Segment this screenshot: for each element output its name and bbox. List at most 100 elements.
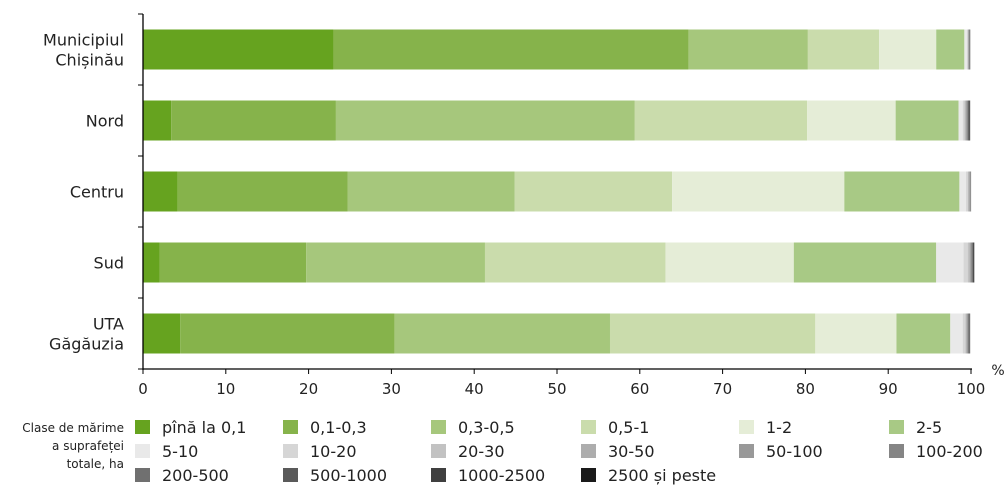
bar-segment: [807, 29, 880, 70]
legend-swatch: [431, 444, 446, 458]
bar-segment: [936, 29, 965, 70]
legend-label: 0,1-0,3: [310, 418, 367, 437]
bar-segment: [969, 29, 970, 70]
bar-segment: [394, 313, 610, 354]
category-label: UTA: [93, 315, 124, 334]
x-tick-label: 40: [465, 380, 484, 398]
category-label: Nord: [86, 112, 124, 131]
legend-swatch: [581, 444, 596, 458]
bar-segment: [967, 171, 969, 212]
legend-label: 50-100: [766, 442, 823, 461]
x-tick-label: 60: [630, 380, 649, 398]
bar-segment: [966, 100, 968, 141]
bar-segment: [968, 29, 970, 70]
legend-swatch: [283, 420, 298, 434]
bar-segment: [793, 242, 937, 283]
legend-title: Clase de mărime: [22, 421, 124, 435]
bar-segment: [971, 242, 973, 283]
legend-swatch: [135, 468, 150, 482]
legend-swatch: [431, 468, 446, 482]
legend-swatch: [889, 444, 904, 458]
bar-segment: [971, 242, 972, 283]
legend-swatch: [431, 420, 446, 434]
bar-segment: [180, 313, 395, 354]
bar-segment: [968, 313, 970, 354]
legend-label: 200-500: [162, 466, 229, 485]
bar-segment: [333, 29, 689, 70]
bar-segment: [159, 242, 307, 283]
legend-swatch: [283, 444, 298, 458]
legend-title: a suprafeței: [52, 439, 124, 453]
bar-segment: [143, 171, 178, 212]
x-tick-label: 100: [957, 380, 986, 398]
x-unit-label: %: [991, 363, 1004, 379]
bar-segment: [171, 100, 336, 141]
x-tick-label: 50: [547, 380, 566, 398]
bar-segment: [962, 100, 965, 141]
bar-segment: [177, 171, 348, 212]
legend-swatch: [283, 468, 298, 482]
bar-segment: [958, 100, 963, 141]
legend-label: 500-1000: [310, 466, 387, 485]
category-label: Găgăuzia: [49, 335, 124, 354]
bar-segment: [967, 313, 969, 354]
bar-segment: [969, 29, 971, 70]
bar-segment: [484, 242, 666, 283]
bar-segment: [634, 100, 808, 141]
bar-segment: [963, 242, 968, 283]
bar-segment: [306, 242, 485, 283]
bar-segment: [966, 313, 968, 354]
bar-segment: [143, 100, 172, 141]
x-tick-label: 10: [216, 380, 235, 398]
legend-swatch: [581, 468, 596, 482]
bar-segment: [936, 242, 964, 283]
bar-segment: [966, 313, 967, 354]
bar-segment: [143, 313, 181, 354]
bar-segment: [970, 242, 971, 283]
bar-segment: [964, 100, 966, 141]
x-tick-label: 0: [138, 380, 148, 398]
bar-segment: [967, 242, 970, 283]
bar-segment: [966, 29, 968, 70]
category-label: Centru: [70, 183, 124, 202]
x-tick-label: 30: [382, 380, 401, 398]
bar-segment: [964, 29, 967, 70]
bar-segment: [347, 171, 515, 212]
bar-segment: [665, 242, 794, 283]
category-label: Sud: [94, 254, 124, 273]
legend-swatch: [135, 420, 150, 434]
bar-segment: [879, 29, 937, 70]
legend-swatch: [581, 420, 596, 434]
bar-segment: [969, 313, 971, 354]
bar-segment: [967, 29, 969, 70]
bar-segment: [968, 100, 970, 141]
bar-segment: [514, 171, 673, 212]
category-label: Chișinău: [55, 51, 124, 70]
bar-segment: [143, 242, 160, 283]
legend-label: 2-5: [916, 418, 942, 437]
bar-segment: [965, 313, 967, 354]
legend-label: pînă la 0,1: [162, 418, 246, 437]
category-label: Municipiul: [43, 31, 124, 50]
bar-segment: [895, 100, 959, 141]
legend-label: 0,3-0,5: [458, 418, 515, 437]
x-tick-label: 80: [796, 380, 815, 398]
legend-label: 1000-2500: [458, 466, 545, 485]
legend-swatch: [889, 420, 904, 434]
bar-segment: [973, 242, 975, 283]
bar-segment: [609, 313, 816, 354]
x-tick-label: 20: [299, 380, 318, 398]
bar-segment: [335, 100, 635, 141]
legend-swatch: [739, 444, 754, 458]
bar-segment: [968, 29, 969, 70]
legend-swatch: [739, 420, 754, 434]
legend-label: 2500 și peste: [608, 466, 716, 485]
bar-segment: [969, 171, 971, 212]
x-tick-label: 90: [879, 380, 898, 398]
bar-segment: [966, 171, 968, 212]
bar-segment: [965, 100, 967, 141]
bar-segment: [672, 171, 845, 212]
legend-label: 1-2: [766, 418, 792, 437]
